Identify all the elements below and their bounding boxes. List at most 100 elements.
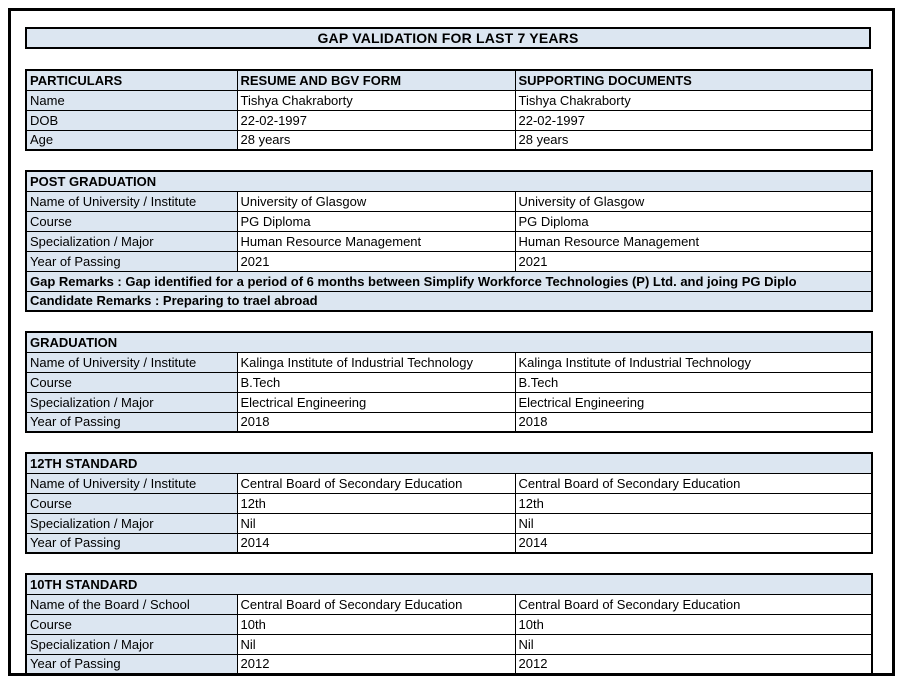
table-row: DOB 22-02-1997 22-02-1997 [25, 109, 873, 131]
row-label-cell: Year of Passing [25, 653, 238, 675]
supporting-value-cell: 2014 [514, 532, 873, 554]
column-header-supporting-documents: SUPPORTING DOCUMENTS [514, 69, 873, 91]
supporting-value-cell: 22-02-1997 [514, 109, 873, 131]
resume-value-cell: 10th [236, 613, 516, 635]
section-header-row: 10TH STANDARD [25, 573, 873, 595]
row-label-cell: Year of Passing [25, 250, 238, 272]
row-label-cell: Course [25, 492, 238, 514]
resume-value-cell: 22-02-1997 [236, 109, 516, 131]
gap-remarks-row: Gap Remarks : Gap identified for a perio… [25, 270, 873, 292]
supporting-value-cell: Central Board of Secondary Education [514, 593, 873, 615]
resume-value-cell: Central Board of Secondary Education [236, 593, 516, 615]
section-header-row: POST GRADUATION [25, 170, 873, 192]
supporting-value-cell: 28 years [514, 129, 873, 151]
gap-remarks-cell: Gap Remarks : Gap identified for a perio… [25, 270, 873, 292]
section-title: 10TH STANDARD [25, 573, 873, 595]
section-table-post-graduation: POST GRADUATION Name of University / Ins… [25, 170, 874, 312]
table-row: Name Tishya Chakraborty Tishya Chakrabor… [25, 89, 873, 111]
document-page-frame: GAP VALIDATION FOR LAST 7 YEARS PARTICUL… [8, 8, 895, 676]
column-header-resume-bgv: RESUME AND BGV FORM [236, 69, 516, 91]
particulars-table: PARTICULARS RESUME AND BGV FORM SUPPORTI… [25, 69, 873, 151]
table-row: Name of University / Institute Central B… [25, 472, 873, 494]
table-row: Year of Passing 2012 2012 [25, 653, 873, 675]
table-row: Course 12th 12th [25, 492, 873, 514]
candidate-remarks-cell: Candidate Remarks : Preparing to trael a… [25, 290, 873, 312]
section-header-row: GRADUATION [25, 331, 873, 353]
table-row: Course 10th 10th [25, 613, 873, 635]
supporting-value-cell: B.Tech [514, 371, 873, 393]
row-label-cell: Specialization / Major [25, 512, 238, 534]
table-row: Name of the Board / School Central Board… [25, 593, 873, 615]
resume-value-cell: 2021 [236, 250, 516, 272]
supporting-value-cell: Kalinga Institute of Industrial Technolo… [514, 351, 873, 373]
resume-value-cell: PG Diploma [236, 210, 516, 232]
resume-value-cell: 2014 [236, 532, 516, 554]
section-table-graduation: GRADUATION Name of University / Institut… [25, 331, 874, 433]
resume-value-cell: Nil [236, 633, 516, 655]
supporting-value-cell: Tishya Chakraborty [514, 89, 873, 111]
row-label-cell: Course [25, 210, 238, 232]
supporting-value-cell: 2018 [514, 411, 873, 433]
row-label-cell: Name [25, 89, 238, 111]
table-row: Specialization / Major Electrical Engine… [25, 391, 873, 413]
supporting-value-cell: 12th [514, 492, 873, 514]
section-table-12th-standard: 12TH STANDARD Name of University / Insti… [25, 452, 874, 554]
table-header-row: PARTICULARS RESUME AND BGV FORM SUPPORTI… [25, 69, 873, 91]
table-row: Course B.Tech B.Tech [25, 371, 873, 393]
candidate-remarks-row: Candidate Remarks : Preparing to trael a… [25, 290, 873, 312]
row-label-cell: Specialization / Major [25, 633, 238, 655]
supporting-value-cell: 2012 [514, 653, 873, 675]
row-label-cell: Year of Passing [25, 532, 238, 554]
supporting-value-cell: Human Resource Management [514, 230, 873, 252]
row-label-cell: Name of University / Institute [25, 472, 238, 494]
supporting-value-cell: Nil [514, 633, 873, 655]
section-title: GRADUATION [25, 331, 873, 353]
document-title: GAP VALIDATION FOR LAST 7 YEARS [317, 30, 579, 46]
section-title: POST GRADUATION [25, 170, 873, 192]
table-row: Specialization / Major Human Resource Ma… [25, 230, 873, 252]
table-row: Age 28 years 28 years [25, 129, 873, 151]
supporting-value-cell: 10th [514, 613, 873, 635]
resume-value-cell: Kalinga Institute of Industrial Technolo… [236, 351, 516, 373]
resume-value-cell: 2012 [236, 653, 516, 675]
section-title: 12TH STANDARD [25, 452, 873, 474]
row-label-cell: Specialization / Major [25, 391, 238, 413]
row-label-cell: Specialization / Major [25, 230, 238, 252]
row-label-cell: Name of University / Institute [25, 351, 238, 373]
table-row: Name of University / Institute Universit… [25, 190, 873, 212]
table-row: Year of Passing 2018 2018 [25, 411, 873, 433]
row-label-cell: Year of Passing [25, 411, 238, 433]
row-label-cell: Name of the Board / School [25, 593, 238, 615]
column-header-particulars: PARTICULARS [25, 69, 238, 91]
supporting-value-cell: Central Board of Secondary Education [514, 472, 873, 494]
resume-value-cell: 12th [236, 492, 516, 514]
table-row: Course PG Diploma PG Diploma [25, 210, 873, 232]
row-label-cell: Course [25, 613, 238, 635]
supporting-value-cell: Electrical Engineering [514, 391, 873, 413]
row-label-cell: Course [25, 371, 238, 393]
table-row: Name of University / Institute Kalinga I… [25, 351, 873, 373]
table-row: Year of Passing 2014 2014 [25, 532, 873, 554]
resume-value-cell: Human Resource Management [236, 230, 516, 252]
table-row: Specialization / Major Nil Nil [25, 512, 873, 534]
row-label-cell: Age [25, 129, 238, 151]
supporting-value-cell: 2021 [514, 250, 873, 272]
resume-value-cell: Central Board of Secondary Education [236, 472, 516, 494]
resume-value-cell: Electrical Engineering [236, 391, 516, 413]
document-title-bar: GAP VALIDATION FOR LAST 7 YEARS [25, 27, 871, 49]
table-row: Specialization / Major Nil Nil [25, 633, 873, 655]
section-header-row: 12TH STANDARD [25, 452, 873, 474]
row-label-cell: Name of University / Institute [25, 190, 238, 212]
resume-value-cell: 28 years [236, 129, 516, 151]
supporting-value-cell: PG Diploma [514, 210, 873, 232]
resume-value-cell: Nil [236, 512, 516, 534]
section-table-10th-standard: 10TH STANDARD Name of the Board / School… [25, 573, 874, 675]
table-row: Year of Passing 2021 2021 [25, 250, 873, 272]
resume-value-cell: Tishya Chakraborty [236, 89, 516, 111]
document-content: GAP VALIDATION FOR LAST 7 YEARS PARTICUL… [25, 27, 874, 675]
supporting-value-cell: University of Glasgow [514, 190, 873, 212]
supporting-value-cell: Nil [514, 512, 873, 534]
resume-value-cell: University of Glasgow [236, 190, 516, 212]
resume-value-cell: B.Tech [236, 371, 516, 393]
row-label-cell: DOB [25, 109, 238, 131]
